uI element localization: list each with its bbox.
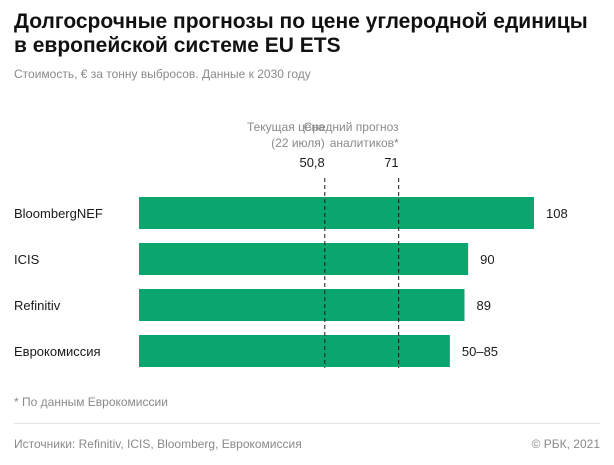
bar <box>139 197 534 229</box>
title-line-2: в европейской системе EU ETS <box>14 34 341 57</box>
chart-title: Долгосрочные прогнозы по цене углеродной… <box>14 10 604 58</box>
category-label: ICIS <box>14 252 40 267</box>
reference-value-label: 71 <box>384 155 398 170</box>
footer-divider <box>14 423 600 424</box>
value-label: 90 <box>480 252 494 267</box>
bar <box>139 335 450 367</box>
reference-label: аналитиков* <box>330 136 399 150</box>
footnote: * По данным Еврокомиссии <box>14 395 168 409</box>
bar <box>139 289 465 321</box>
category-label: Еврокомиссия <box>14 344 101 359</box>
reference-value-label: 50,8 <box>299 155 324 170</box>
value-label: 89 <box>477 298 491 313</box>
category-label: BloombergNEF <box>14 206 103 221</box>
reference-label: Средний прогноз <box>304 120 400 134</box>
bar-chart: BloombergNEF 108 ICIS 90 Refinitiv 89 Еврокоми… <box>14 120 568 368</box>
copyright-text: © РБК, 2021 <box>531 437 600 451</box>
reference-label: Текущая цена <box>247 120 325 134</box>
sources-text: Источники: Refinitiv, ICIS, Bloomberg, Е… <box>14 437 302 451</box>
chart-subtitle: Стоимость, € за тонну выбросов. Данные к… <box>14 67 311 81</box>
reference-label: (22 июля) <box>271 136 325 150</box>
bar <box>139 243 469 275</box>
title-line-1: Долгосрочные прогнозы по цене углеродной… <box>14 10 588 33</box>
category-label: Refinitiv <box>14 298 61 313</box>
value-label: 50–85 <box>462 344 498 359</box>
value-label: 108 <box>546 206 568 221</box>
